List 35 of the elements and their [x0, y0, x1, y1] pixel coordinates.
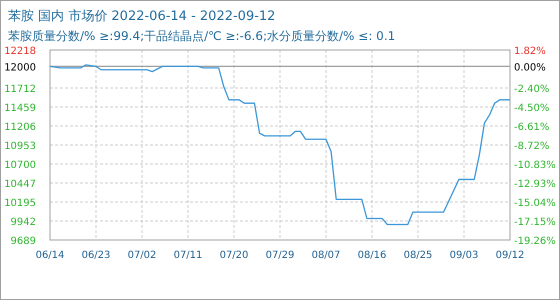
x-tick-label: 09/12 [496, 250, 524, 261]
x-tick-label: 07/02 [128, 250, 156, 261]
y-tick-label: 10953 [4, 141, 36, 152]
y-tick-label: 9689 [10, 236, 36, 247]
y2-tick-label: -19.26% [514, 236, 556, 247]
x-tick-label: 09/03 [450, 250, 478, 261]
y2-tick-label: -12.93% [514, 178, 556, 190]
y2-tick-label: 1.82% [514, 46, 546, 57]
y-tick-label: 9942 [10, 216, 36, 228]
y-tick-label: 11459 [4, 103, 36, 114]
chart-title: 苯胺 国内 市场价 2022-06-14 - 2022-09-12 [8, 9, 276, 24]
chart-subtitle: 苯胺质量分数/% ≥:99.4;干品结晶点/℃ ≥:-6.6;水分质量分数/% ≤: 0.1 [8, 29, 396, 43]
y2-tick-label: -6.61% [514, 122, 550, 133]
x-tick-label: 06/23 [82, 250, 110, 261]
y-tick-label: 11206 [4, 122, 36, 134]
y-tick-label: 10700 [4, 160, 36, 172]
x-tick-label: 08/07 [312, 250, 340, 261]
y2-tick-label: -15.04% [514, 198, 556, 209]
y-tick-label: 10447 [4, 179, 36, 190]
y2-tick-label: -2.40% [514, 84, 550, 96]
x-tick-label: 06/14 [36, 250, 64, 261]
y2-tick-label: -17.15% [514, 216, 556, 228]
x-tick-label: 08/16 [358, 250, 386, 261]
y-tick-label: 11712 [4, 84, 36, 96]
x-tick-label: 07/20 [220, 250, 248, 261]
x-tick-label: 07/29 [266, 250, 294, 261]
y2-tick-label: -8.72% [514, 141, 550, 152]
y-tick-label: 10195 [4, 198, 36, 209]
y2-tick-label: -10.83% [514, 160, 556, 172]
x-tick-label: 07/11 [174, 250, 202, 261]
y-tick-label: 12000 [4, 62, 36, 74]
y2-tick-label: -4.50% [514, 102, 550, 114]
y-tick-label: 12218 [4, 46, 36, 57]
x-tick-label: 08/25 [404, 250, 432, 261]
y2-tick-label: 0.00% [514, 62, 546, 74]
